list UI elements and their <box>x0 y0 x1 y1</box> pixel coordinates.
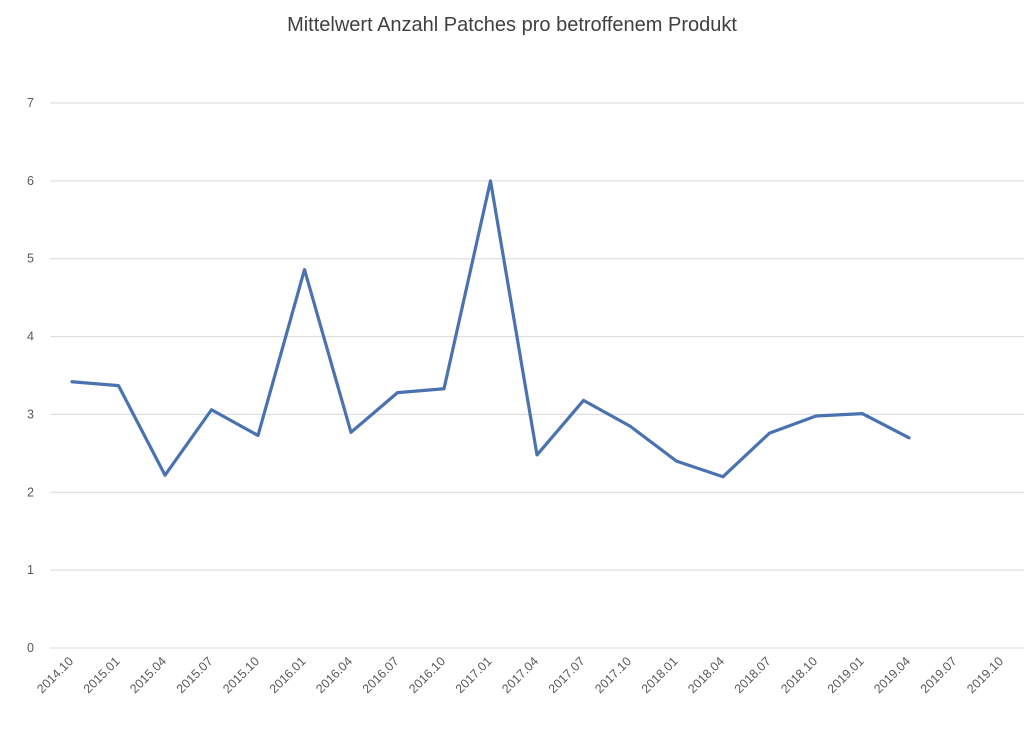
x-tick-label: 2015.10 <box>220 654 262 696</box>
x-tick-label: 2015.07 <box>174 654 216 696</box>
x-tick-label: 2019.07 <box>918 654 960 696</box>
x-tick-label: 2019.10 <box>964 654 1006 696</box>
y-tick-label: 0 <box>27 641 34 655</box>
x-tick-label: 2017.01 <box>453 654 495 696</box>
x-tick-label: 2016.04 <box>313 654 355 696</box>
x-tick-label: 2016.01 <box>267 654 309 696</box>
series-layer <box>70 179 911 479</box>
y-tick-label: 5 <box>27 252 34 266</box>
series-line <box>70 179 911 479</box>
y-tick-label: 4 <box>27 330 34 344</box>
y-tick-label: 1 <box>27 563 34 577</box>
x-tick-label: 2016.10 <box>406 654 448 696</box>
x-tick-label: 2018.07 <box>732 654 774 696</box>
x-tick-label: 2015.01 <box>81 654 123 696</box>
y-tick-label: 2 <box>27 485 34 499</box>
x-tick-label: 2018.01 <box>639 654 681 696</box>
x-tick-label: 2015.04 <box>127 654 169 696</box>
y-tick-label: 3 <box>27 407 34 421</box>
x-tick-label: 2017.04 <box>499 654 541 696</box>
x-tick-label: 2017.07 <box>546 654 588 696</box>
x-tick-label: 2017.10 <box>592 654 634 696</box>
gridlines <box>50 102 1024 649</box>
x-axis-tick-labels: 2014.10 2015.01 2015.04 2015.07 2015.10 2016.… <box>34 654 1006 696</box>
x-tick-label: 2018.04 <box>685 654 727 696</box>
y-axis-tick-labels: 0 1 2 3 4 5 6 7 <box>27 96 34 655</box>
x-tick-label: 2019.01 <box>825 654 867 696</box>
x-tick-label: 2018.10 <box>778 654 820 696</box>
x-tick-label: 2019.04 <box>871 654 913 696</box>
y-tick-label: 6 <box>27 174 34 188</box>
x-tick-label: 2016.07 <box>360 654 402 696</box>
y-tick-label: 7 <box>27 96 34 110</box>
x-tick-label: 2014.10 <box>34 654 76 696</box>
chart-title: Mittelwert Anzahl Patches pro betroffene… <box>287 14 737 36</box>
